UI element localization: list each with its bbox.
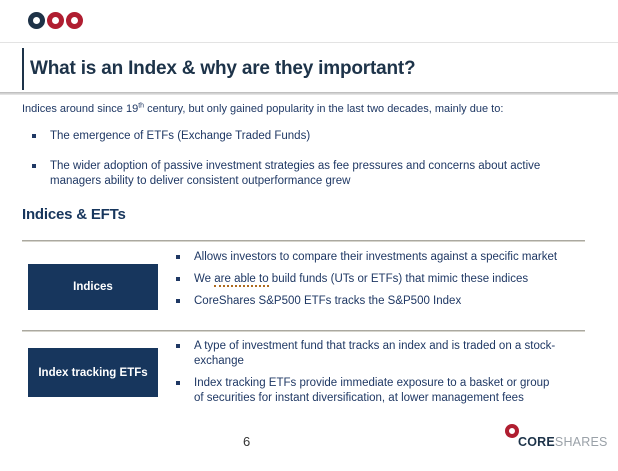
- intro-text: Indices around since 19th century, but o…: [22, 102, 614, 117]
- bullet-square-icon: [32, 164, 36, 168]
- bullet-square-icon: [32, 134, 36, 138]
- logo-core-text: CORE: [518, 435, 555, 449]
- section-divider-middle: [22, 330, 585, 332]
- coreshares-logo-text: CORESHARES: [518, 435, 608, 449]
- etf-bullet-2: Index tracking ETFs provide immediate ex…: [172, 376, 560, 406]
- etf-bullet-2-text: Index tracking ETFs provide immediate ex…: [194, 377, 550, 404]
- indices-bullet-2: We are able to build funds (UTs or ETFs)…: [172, 272, 560, 287]
- title-block: What is an Index & why are they importan…: [22, 48, 416, 90]
- etf-bullet-1: A type of investment fund that tracks an…: [172, 339, 560, 369]
- intro-suffix: century, but only gained popularity in t…: [144, 103, 504, 115]
- brand-dot-navy-icon: [28, 12, 45, 29]
- page-number: 6: [243, 434, 251, 449]
- page-title: What is an Index & why are they importan…: [30, 58, 416, 79]
- brand-dot-red-icon-2: [66, 12, 83, 29]
- indices-bullet-3-text: CoreShares S&P500 ETFs tracks the S&P500…: [194, 295, 462, 307]
- intro-bullet-2-text: The wider adoption of passive investment…: [50, 160, 541, 187]
- indices-bullet-2-post: build funds (UTs or ETFs) that mimic the…: [268, 273, 529, 285]
- intro-bullet-2: The wider adoption of passive investment…: [28, 159, 580, 189]
- etf-bullet-1-text: A type of investment fund that tracks an…: [194, 340, 556, 367]
- coreshares-ring-icon: [505, 424, 519, 438]
- title-divider: [0, 92, 618, 95]
- logo-shares-text: SHARES: [554, 435, 608, 449]
- indices-bullet-2-pre: We: [194, 273, 215, 285]
- indices-label: Indices: [73, 281, 113, 293]
- proofing-underlined-text: are able to: [214, 273, 269, 287]
- bullet-square-icon: [176, 255, 180, 259]
- intro-superscript: th: [138, 102, 145, 110]
- intro-bullet-1-text: The emergence of ETFs (Exchange Traded F…: [50, 130, 311, 142]
- indices-bullet-3: CoreShares S&P500 ETFs tracks the S&P500…: [172, 294, 560, 309]
- etf-label: Index tracking ETFs: [38, 366, 148, 379]
- indices-bullet-list: Allows investors to compare their invest…: [172, 250, 560, 316]
- brand-dots: [28, 12, 83, 29]
- bullet-square-icon: [176, 299, 180, 303]
- indices-bullet-1-text: Allows investors to compare their invest…: [194, 251, 558, 263]
- intro-bullet-1: The emergence of ETFs (Exchange Traded F…: [28, 129, 580, 144]
- section-heading: Indices & EFTs: [22, 206, 126, 223]
- indices-bullet-1: Allows investors to compare their invest…: [172, 250, 560, 265]
- bullet-square-icon: [176, 381, 180, 385]
- section-divider-top: [22, 240, 585, 242]
- top-divider: [0, 42, 618, 43]
- bullet-square-icon: [176, 277, 180, 281]
- brand-dot-red-icon: [47, 12, 64, 29]
- intro-prefix: Indices around since 19: [22, 103, 139, 115]
- bullet-square-icon: [176, 344, 180, 348]
- etf-bullet-list: A type of investment fund that tracks an…: [172, 339, 560, 413]
- coreshares-logo: CORESHARES: [505, 424, 615, 450]
- indices-label-box: Indices: [28, 264, 158, 310]
- intro-bullet-list: The emergence of ETFs (Exchange Traded F…: [28, 129, 580, 204]
- etf-label-box: Index tracking ETFs: [28, 348, 158, 397]
